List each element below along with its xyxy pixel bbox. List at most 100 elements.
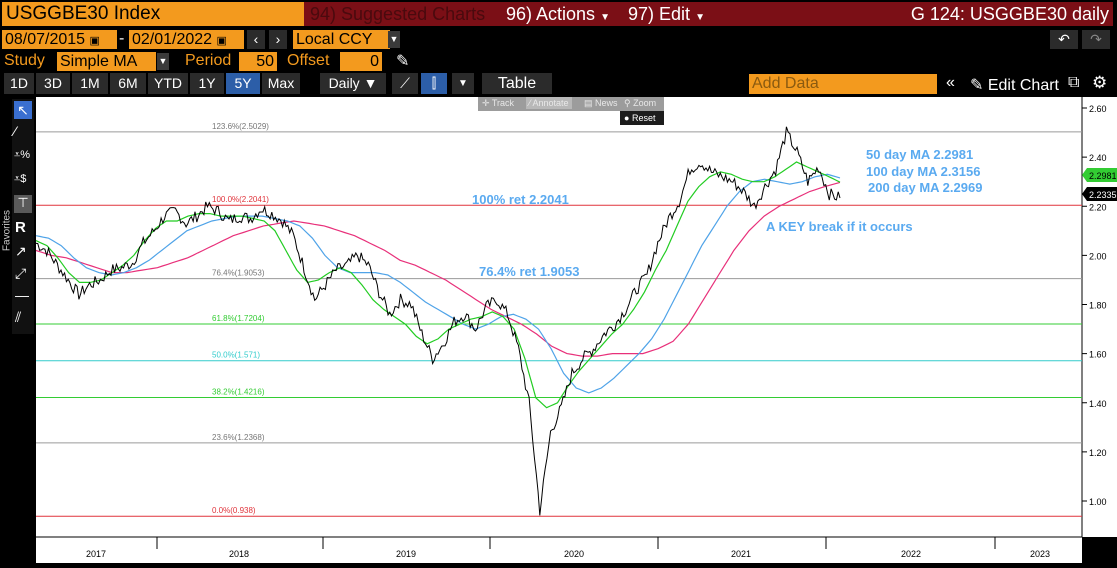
x-tick-label: 2017 [86,549,106,559]
date-separator: - [119,30,125,47]
plot-area[interactable] [36,97,1082,537]
prev-period-button[interactable]: ‹ [247,30,265,49]
x-tick-label: 2019 [396,549,416,559]
next-period-button[interactable]: › [269,30,287,49]
range-tab-max[interactable]: Max [262,73,300,94]
edit-icon[interactable]: ⧉ [1068,74,1080,91]
chevron-down-icon[interactable]: ▼ [157,53,169,70]
undo-button[interactable]: ↶ [1050,30,1078,49]
dollar-icon[interactable]: ⩡$ [14,173,27,185]
currency-select[interactable]: Local CCY [293,30,390,49]
reset-button[interactable]: ● Reset [620,111,664,125]
collapse-icon[interactable]: « [946,74,955,91]
cursor-icon[interactable]: ↖ [14,101,32,119]
range-tab-5y[interactable]: 5Y [226,73,260,94]
last-value-tag [1082,168,1117,182]
study-label: Study [4,52,45,69]
end-date: 02/01/2022 [132,31,213,48]
annotate-button[interactable]: ⁄ Annotate [526,97,572,109]
y-tick-label: 1.00 [1089,497,1107,507]
header-bar: USGGBE30 Index 94) Suggested Charts 96) … [0,0,1117,28]
chart-annotation: A KEY break if it occurs [766,219,913,234]
candle-chart-icon[interactable]: ⫿ [421,73,447,94]
range-tab-1y[interactable]: 1Y [190,73,224,94]
zoom-button[interactable]: ⚲ Zoom [624,98,657,108]
channel-icon[interactable]: ⤢ [15,265,27,281]
range-tab-ytd[interactable]: YTD [148,73,188,94]
news-label: News [595,98,618,108]
range-tab-1d[interactable]: 1D [4,73,34,94]
ma200-line [35,181,841,357]
fib-level-label: 50.0%(1.571) [212,351,260,360]
chart-type-dropdown[interactable]: ▼ [452,73,474,94]
y-tick-label: 2.60 [1089,104,1107,114]
track-label: Track [491,98,515,108]
edit-label: 97) Edit [628,4,691,24]
period-input[interactable]: 50 [239,52,277,71]
mini-toolbar: ✛ Track ⁄ Annotate ▤ News ⚲ Zoom [478,97,664,111]
band-icon[interactable]: ⫽ [15,309,22,325]
last-value-tag [1082,187,1117,201]
redo-button[interactable]: ↷ [1082,30,1110,49]
fib-level-label: 100.0%(2.2041) [212,195,269,204]
y-tick-label: 1.80 [1089,301,1107,311]
draw-line-icon[interactable]: ⁄ [14,123,17,139]
text-icon[interactable]: R [15,219,26,236]
reset-icon: ● [624,113,630,123]
frequency-select[interactable]: Daily ▼ [320,73,386,94]
suggested-charts-button[interactable]: 94) Suggested Charts [304,2,500,26]
pencil-icon: ✎ [970,77,984,94]
range-tab-6m[interactable]: 6M [110,73,146,94]
calendar-icon[interactable]: ▣ [89,35,100,47]
start-date: 08/07/2015 [5,31,86,48]
y-tick-label: 1.60 [1089,350,1107,360]
range-tab-1m[interactable]: 1M [72,73,108,94]
y-tick-label: 2.40 [1089,153,1107,163]
chart-annotation: 50 day MA 2.2981 [866,147,973,162]
add-data-input[interactable]: Add Data [749,74,937,94]
gear-icon[interactable]: ⚙ [1092,73,1108,92]
chevron-down-icon: ▼ [600,12,610,23]
offset-label: Offset [287,52,330,69]
news-button[interactable]: ▤ News [584,98,618,108]
fib-level-label: 23.6%(1.2368) [212,433,265,442]
percent-icon[interactable]: ⩡% [14,149,30,161]
fib-level-label: 38.2%(1.4216) [212,387,265,396]
annotate-label: Annotate [532,98,569,108]
drawing-toolbar: ↖ ⁄ ⩡% ⩡$ ⊤ R ↗ ⤢ — ⫽ [12,99,34,334]
favorites-tab[interactable]: Favorites [1,209,13,252]
study-select[interactable]: Simple MA [57,52,156,71]
range-tab-3d[interactable]: 3D [36,73,70,94]
chart-annotation: 100 day MA 2.3156 [866,164,980,179]
chart-annotation: 76.4% ret 1.9053 [479,264,579,279]
track-button[interactable]: ✛ Track [482,98,515,108]
trend-icon[interactable]: ↗ [15,243,27,259]
table-button[interactable]: Table [482,73,552,94]
fibonacci-icon[interactable]: ⊤ [14,195,32,213]
chart-svg[interactable]: 123.6%(2.5029) 100.0%(2.2041) 76.4%(1.9053… [0,97,1117,563]
chart-area[interactable]: 123.6%(2.5029) 100.0%(2.2041) 76.4%(1.9053… [0,97,1117,563]
edit-chart-button[interactable]: ✎ Edit Chart [970,75,1059,95]
chevron-down-icon[interactable]: ▼ [388,31,400,48]
start-date-field[interactable]: 08/07/2015 ▣ [2,30,117,49]
hline-icon[interactable]: — [15,287,29,303]
actions-menu[interactable]: 96) Actions ▼ [500,2,622,26]
edit-menu[interactable]: 97) Edit ▼ [622,2,708,26]
last-value-label: 2.2981 [1089,171,1117,181]
line-chart-icon[interactable]: ⟋ [392,73,418,94]
x-tick-label: 2020 [564,549,584,559]
frequency-label: Daily [328,75,360,91]
range-bar: 1D 3D 1M 6M YTD 1Y 5Y Max Daily ▼ ⟋ ⫿ ▼ Table A… [0,72,1117,96]
fib-level-label: 123.6%(2.5029) [212,122,269,131]
x-tick-label: 2021 [731,549,751,559]
y-tick-label: 2.00 [1089,251,1107,261]
end-date-field[interactable]: 02/01/2022 ▣ [129,30,244,49]
y-tick-label: 1.20 [1089,448,1107,458]
chevron-down-icon: ▼ [695,12,705,23]
offset-input[interactable]: 0 [340,52,382,71]
window-title: G 124: USGGBE30 daily [708,2,1113,26]
pencil-icon[interactable]: ✎ [396,53,410,70]
calendar-icon[interactable]: ▣ [216,35,227,47]
date-bar: 08/07/2015 ▣ - 02/01/2022 ▣ ‹ › Local CC… [0,28,1117,50]
ticker-field[interactable]: USGGBE30 Index [2,2,304,26]
